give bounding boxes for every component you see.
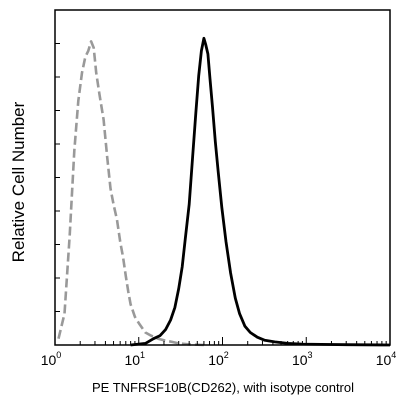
x-tick-label: 103: [292, 350, 313, 368]
x-tick-label: 100: [41, 350, 62, 368]
series-line-tnfrsf10b-stained: [130, 36, 391, 347]
x-tick-label: 102: [208, 350, 229, 368]
plot-series: [57, 36, 391, 347]
x-axis-title: PE TNFRSF10B(CD262), with isotype contro…: [92, 380, 354, 395]
plot-frame: [54, 9, 391, 346]
y-axis-title: Relative Cell Number: [9, 101, 28, 262]
y-axis-ticks: [55, 9, 60, 346]
series-line-isotype-control: [57, 40, 204, 347]
x-tick-label: 101: [124, 350, 145, 368]
x-tick-label: 104: [376, 350, 397, 368]
x-axis-ticks: 100 101 102 103 104: [41, 337, 397, 368]
